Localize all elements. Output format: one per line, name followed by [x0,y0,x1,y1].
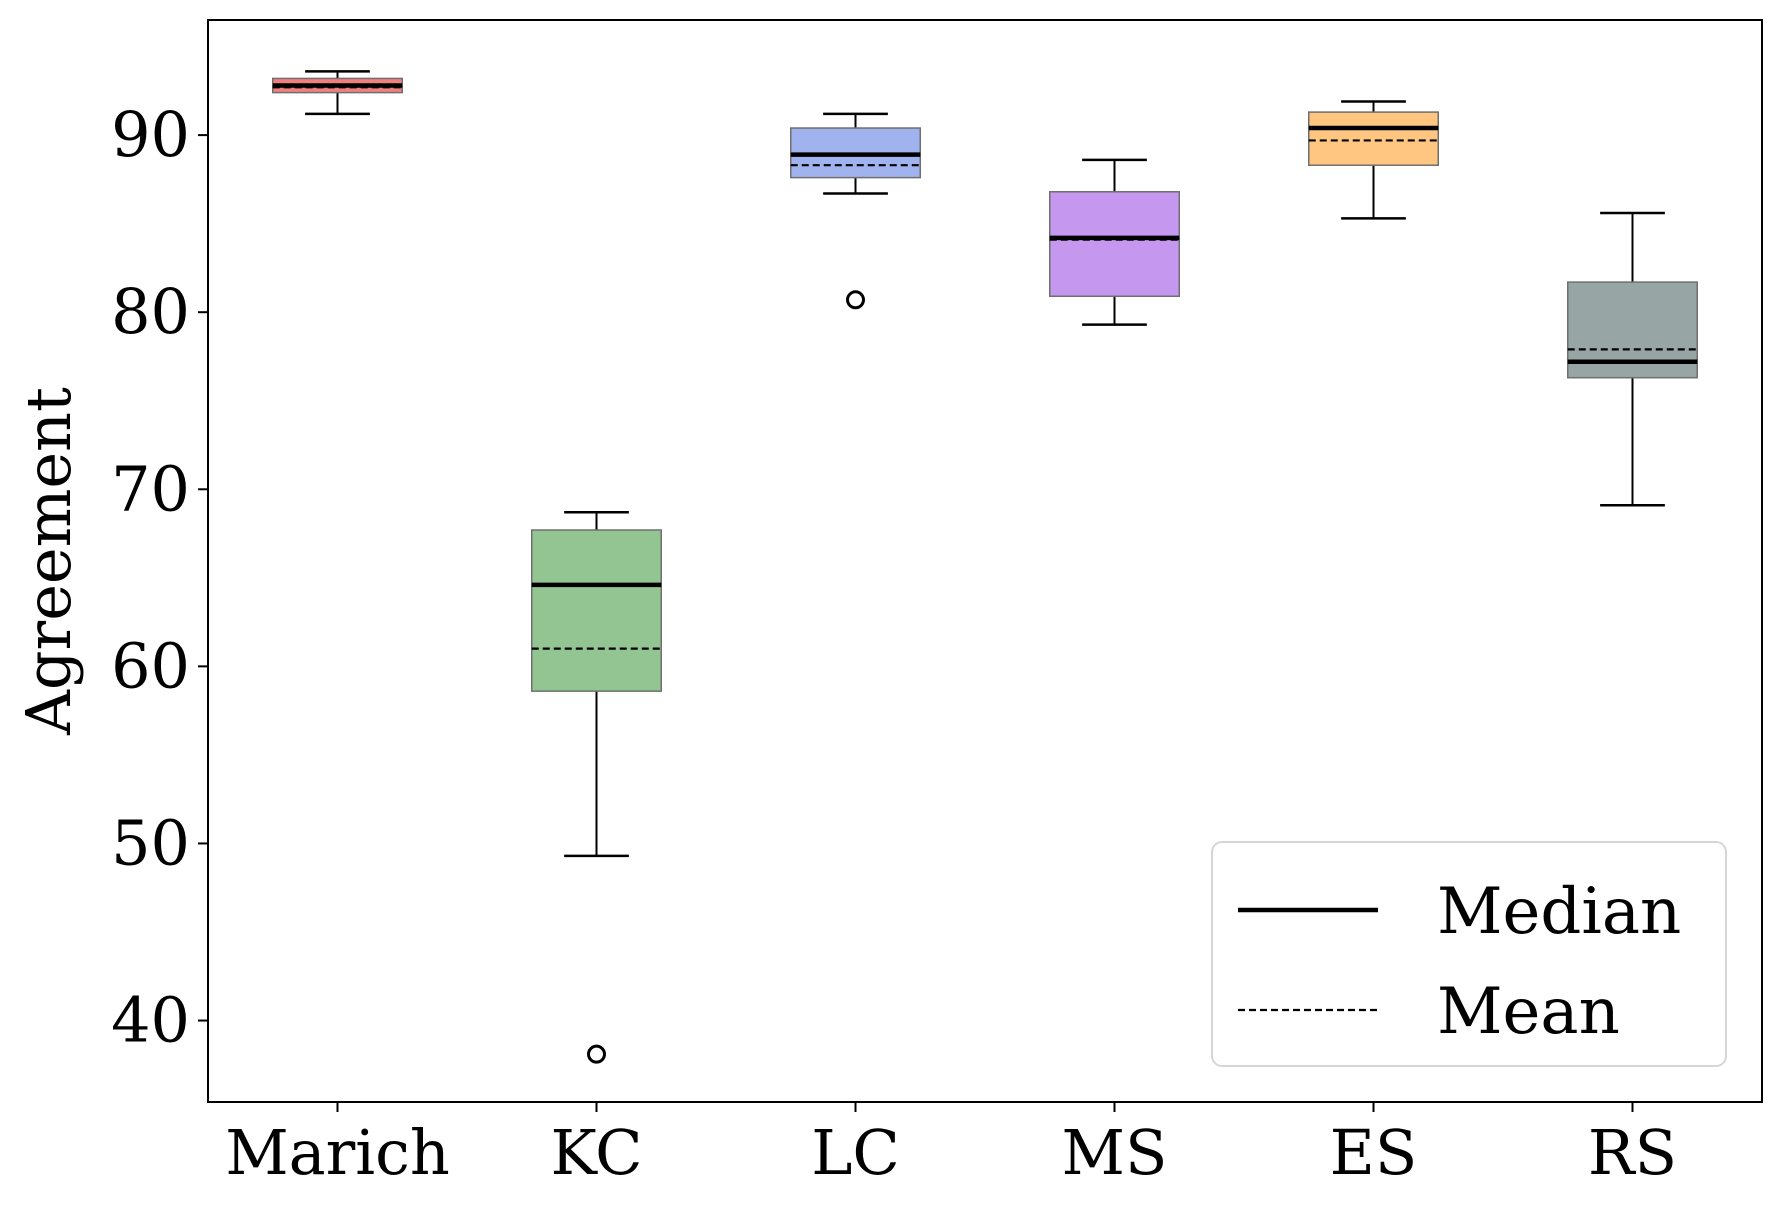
x-tick-label: Marich [225,1116,450,1189]
box-ms [1049,158,1180,326]
x-tick-label: KC [550,1116,642,1189]
x-axis: Marich KC LC MS ES RS [225,1102,1677,1189]
box-iqr [1049,191,1180,298]
boxes-layer [272,70,1698,1064]
box-marich [272,70,403,116]
box-iqr [531,529,662,692]
plot-frame [207,19,1763,1103]
y-tick-label: 40 [111,984,190,1057]
legend-label-median: Median [1437,875,1681,949]
x-tick-label: RS [1588,1116,1677,1189]
outlier-point [846,290,865,310]
y-tick-label: 60 [111,629,190,702]
y-tick-label: 80 [111,275,190,348]
x-tick-label: MS [1062,1116,1168,1189]
box-rs [1567,211,1698,507]
y-axis: 40 50 60 70 80 90 [111,98,208,1057]
y-tick-label: 90 [111,98,190,171]
legend-label-mean: Mean [1437,975,1620,1049]
y-tick-label: 50 [111,806,190,879]
box-iqr [1308,111,1439,166]
box-es [1308,100,1439,220]
x-tick-label: ES [1330,1116,1418,1189]
legend: Median Mean [1211,841,1727,1067]
y-tick-label: 70 [111,452,190,525]
x-tick-label: LC [811,1116,900,1189]
box-kc [531,511,662,1064]
box-lc [790,112,921,310]
y-axis-label: Agreement [12,387,85,736]
outlier-point [587,1044,606,1064]
